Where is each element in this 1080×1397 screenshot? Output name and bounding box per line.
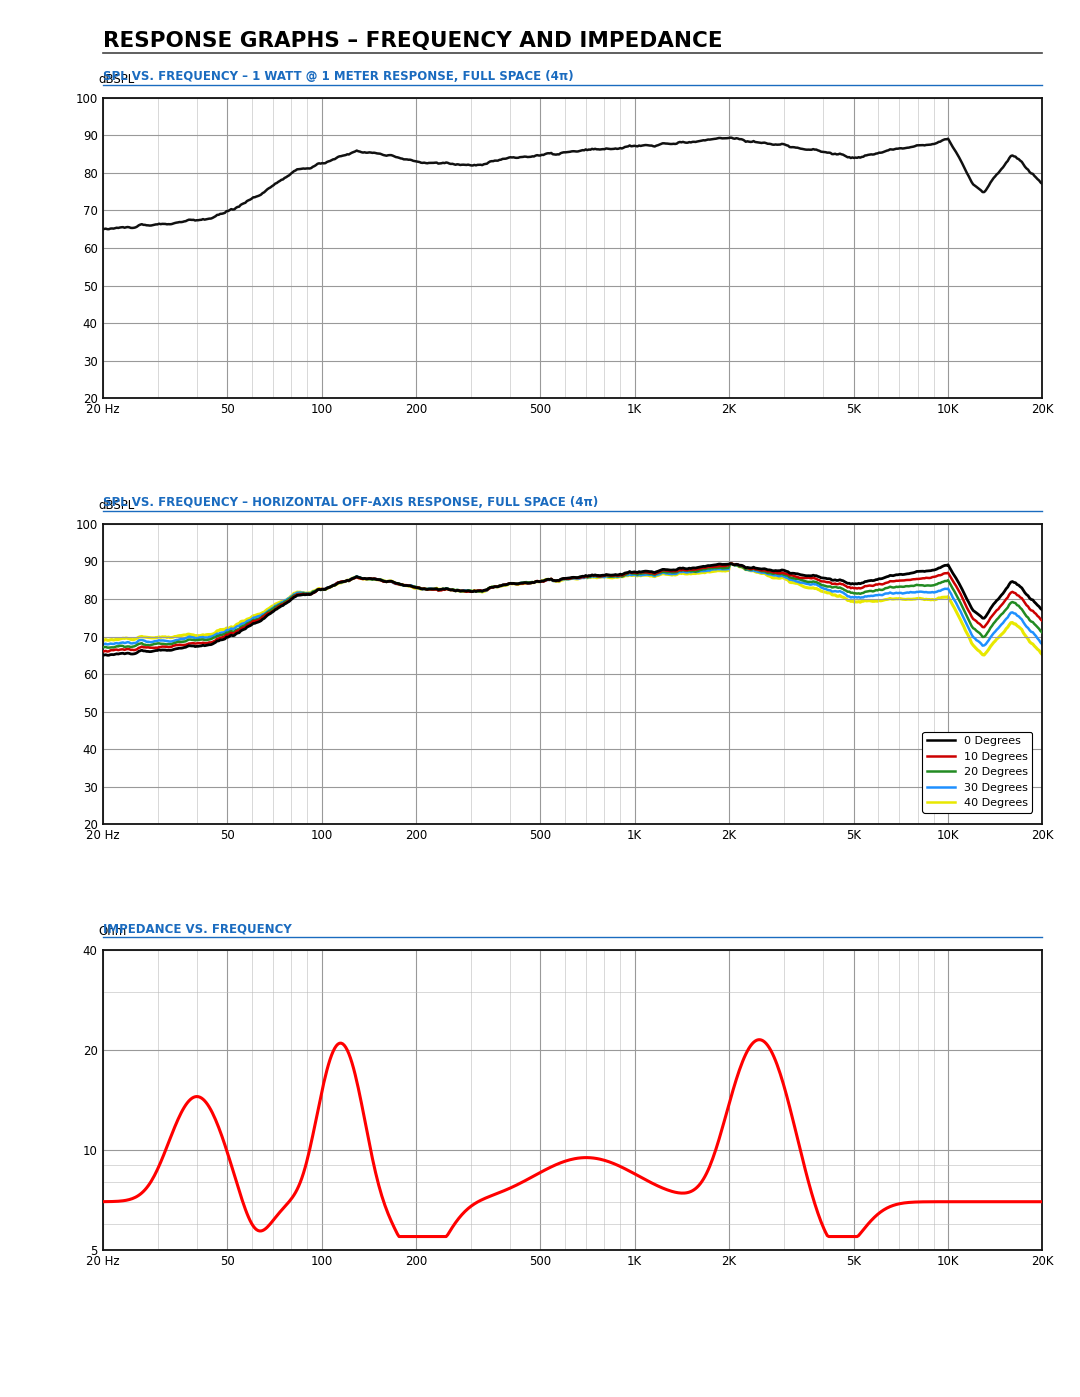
- Text: Ohm: Ohm: [98, 925, 126, 937]
- Legend: 0 Degrees, 10 Degrees, 20 Degrees, 30 Degrees, 40 Degrees: 0 Degrees, 10 Degrees, 20 Degrees, 30 De…: [922, 732, 1032, 813]
- Text: dBSPL: dBSPL: [98, 73, 134, 85]
- Text: SPL VS. FREQUENCY – HORIZONTAL OFF-AXIS RESPONSE, FULL SPACE (4π): SPL VS. FREQUENCY – HORIZONTAL OFF-AXIS …: [103, 496, 598, 509]
- Text: IMPEDANCE VS. FREQUENCY: IMPEDANCE VS. FREQUENCY: [103, 922, 292, 935]
- Text: dBSPL: dBSPL: [98, 499, 134, 511]
- Text: SPL VS. FREQUENCY – 1 WATT @ 1 METER RESPONSE, FULL SPACE (4π): SPL VS. FREQUENCY – 1 WATT @ 1 METER RES…: [103, 70, 573, 82]
- Text: RESPONSE GRAPHS – FREQUENCY AND IMPEDANCE: RESPONSE GRAPHS – FREQUENCY AND IMPEDANC…: [103, 31, 723, 50]
